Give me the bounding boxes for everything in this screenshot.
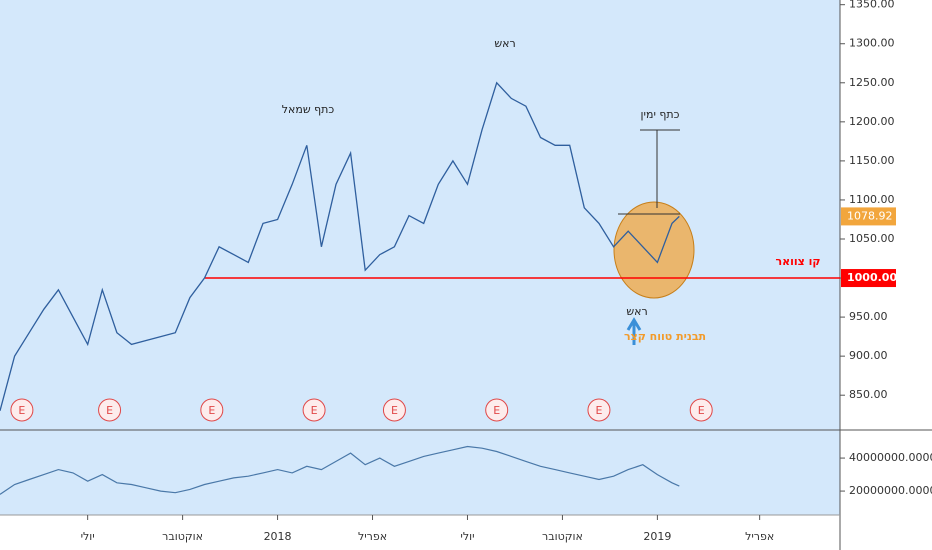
x-tick-label: אוקטובר <box>542 530 583 543</box>
neckline-name: קו צוואר <box>775 255 820 268</box>
y-tick-label: 1250.00 <box>849 76 895 89</box>
x-tick-label: 2018 <box>264 530 292 543</box>
x-tick-label: 2019 <box>643 530 671 543</box>
x-tick-label: אפריל <box>358 530 387 543</box>
y-tick-label: 1300.00 <box>849 37 895 50</box>
annotation: כתף שמאל <box>282 103 335 116</box>
x-tick-label: אוקטובר <box>162 530 203 543</box>
annotation: ראש <box>626 305 647 318</box>
last-price-label: 1078.92 <box>847 209 893 222</box>
y-tick-label: 1200.00 <box>849 115 895 128</box>
earnings-marker <box>200 398 224 422</box>
annotation: ראש <box>494 37 515 50</box>
earnings-label: E <box>493 404 500 417</box>
earnings-label: E <box>391 404 398 417</box>
neckline-label-bg <box>841 269 896 288</box>
earnings-marker <box>302 398 326 422</box>
y-tick-label: 1100.00 <box>849 193 895 206</box>
y-tick-label: 900.00 <box>849 349 888 362</box>
earnings-marker <box>382 398 406 422</box>
earnings-marker <box>689 398 713 422</box>
earnings-label: E <box>106 404 113 417</box>
y-tick-label: 950.00 <box>849 310 888 323</box>
volume-line <box>0 445 680 495</box>
y-tick-label: 40000000.0000 <box>849 451 932 464</box>
earnings-marker <box>485 398 509 422</box>
neckline-label: 1000.00 <box>847 271 897 284</box>
y-tick-label: 1150.00 <box>849 154 895 167</box>
earnings-label: E <box>311 404 318 417</box>
earnings-label: E <box>595 404 602 417</box>
annotation: כתף ימין <box>641 108 680 121</box>
earnings-marker <box>10 398 34 422</box>
earnings-marker <box>98 398 122 422</box>
pattern-circle <box>613 201 695 299</box>
y-tick-label: 850.00 <box>849 388 888 401</box>
x-tick-label: יולי <box>460 530 474 543</box>
plot-background <box>0 0 840 515</box>
y-tick-label: 20000000.0000 <box>849 484 932 497</box>
last-price-bg <box>841 207 896 226</box>
price-line <box>0 81 680 411</box>
x-tick-label: אפריל <box>745 530 774 543</box>
earnings-label: E <box>698 404 705 417</box>
arrow <box>626 317 642 345</box>
annotation: תבנית טווח קצר <box>624 330 706 343</box>
earnings-marker <box>587 398 611 422</box>
earnings-label: E <box>208 404 215 417</box>
y-tick-label: 1350.00 <box>849 0 895 11</box>
y-tick-label: 1050.00 <box>849 232 895 245</box>
earnings-label: E <box>18 404 25 417</box>
x-tick-label: יולי <box>81 530 95 543</box>
